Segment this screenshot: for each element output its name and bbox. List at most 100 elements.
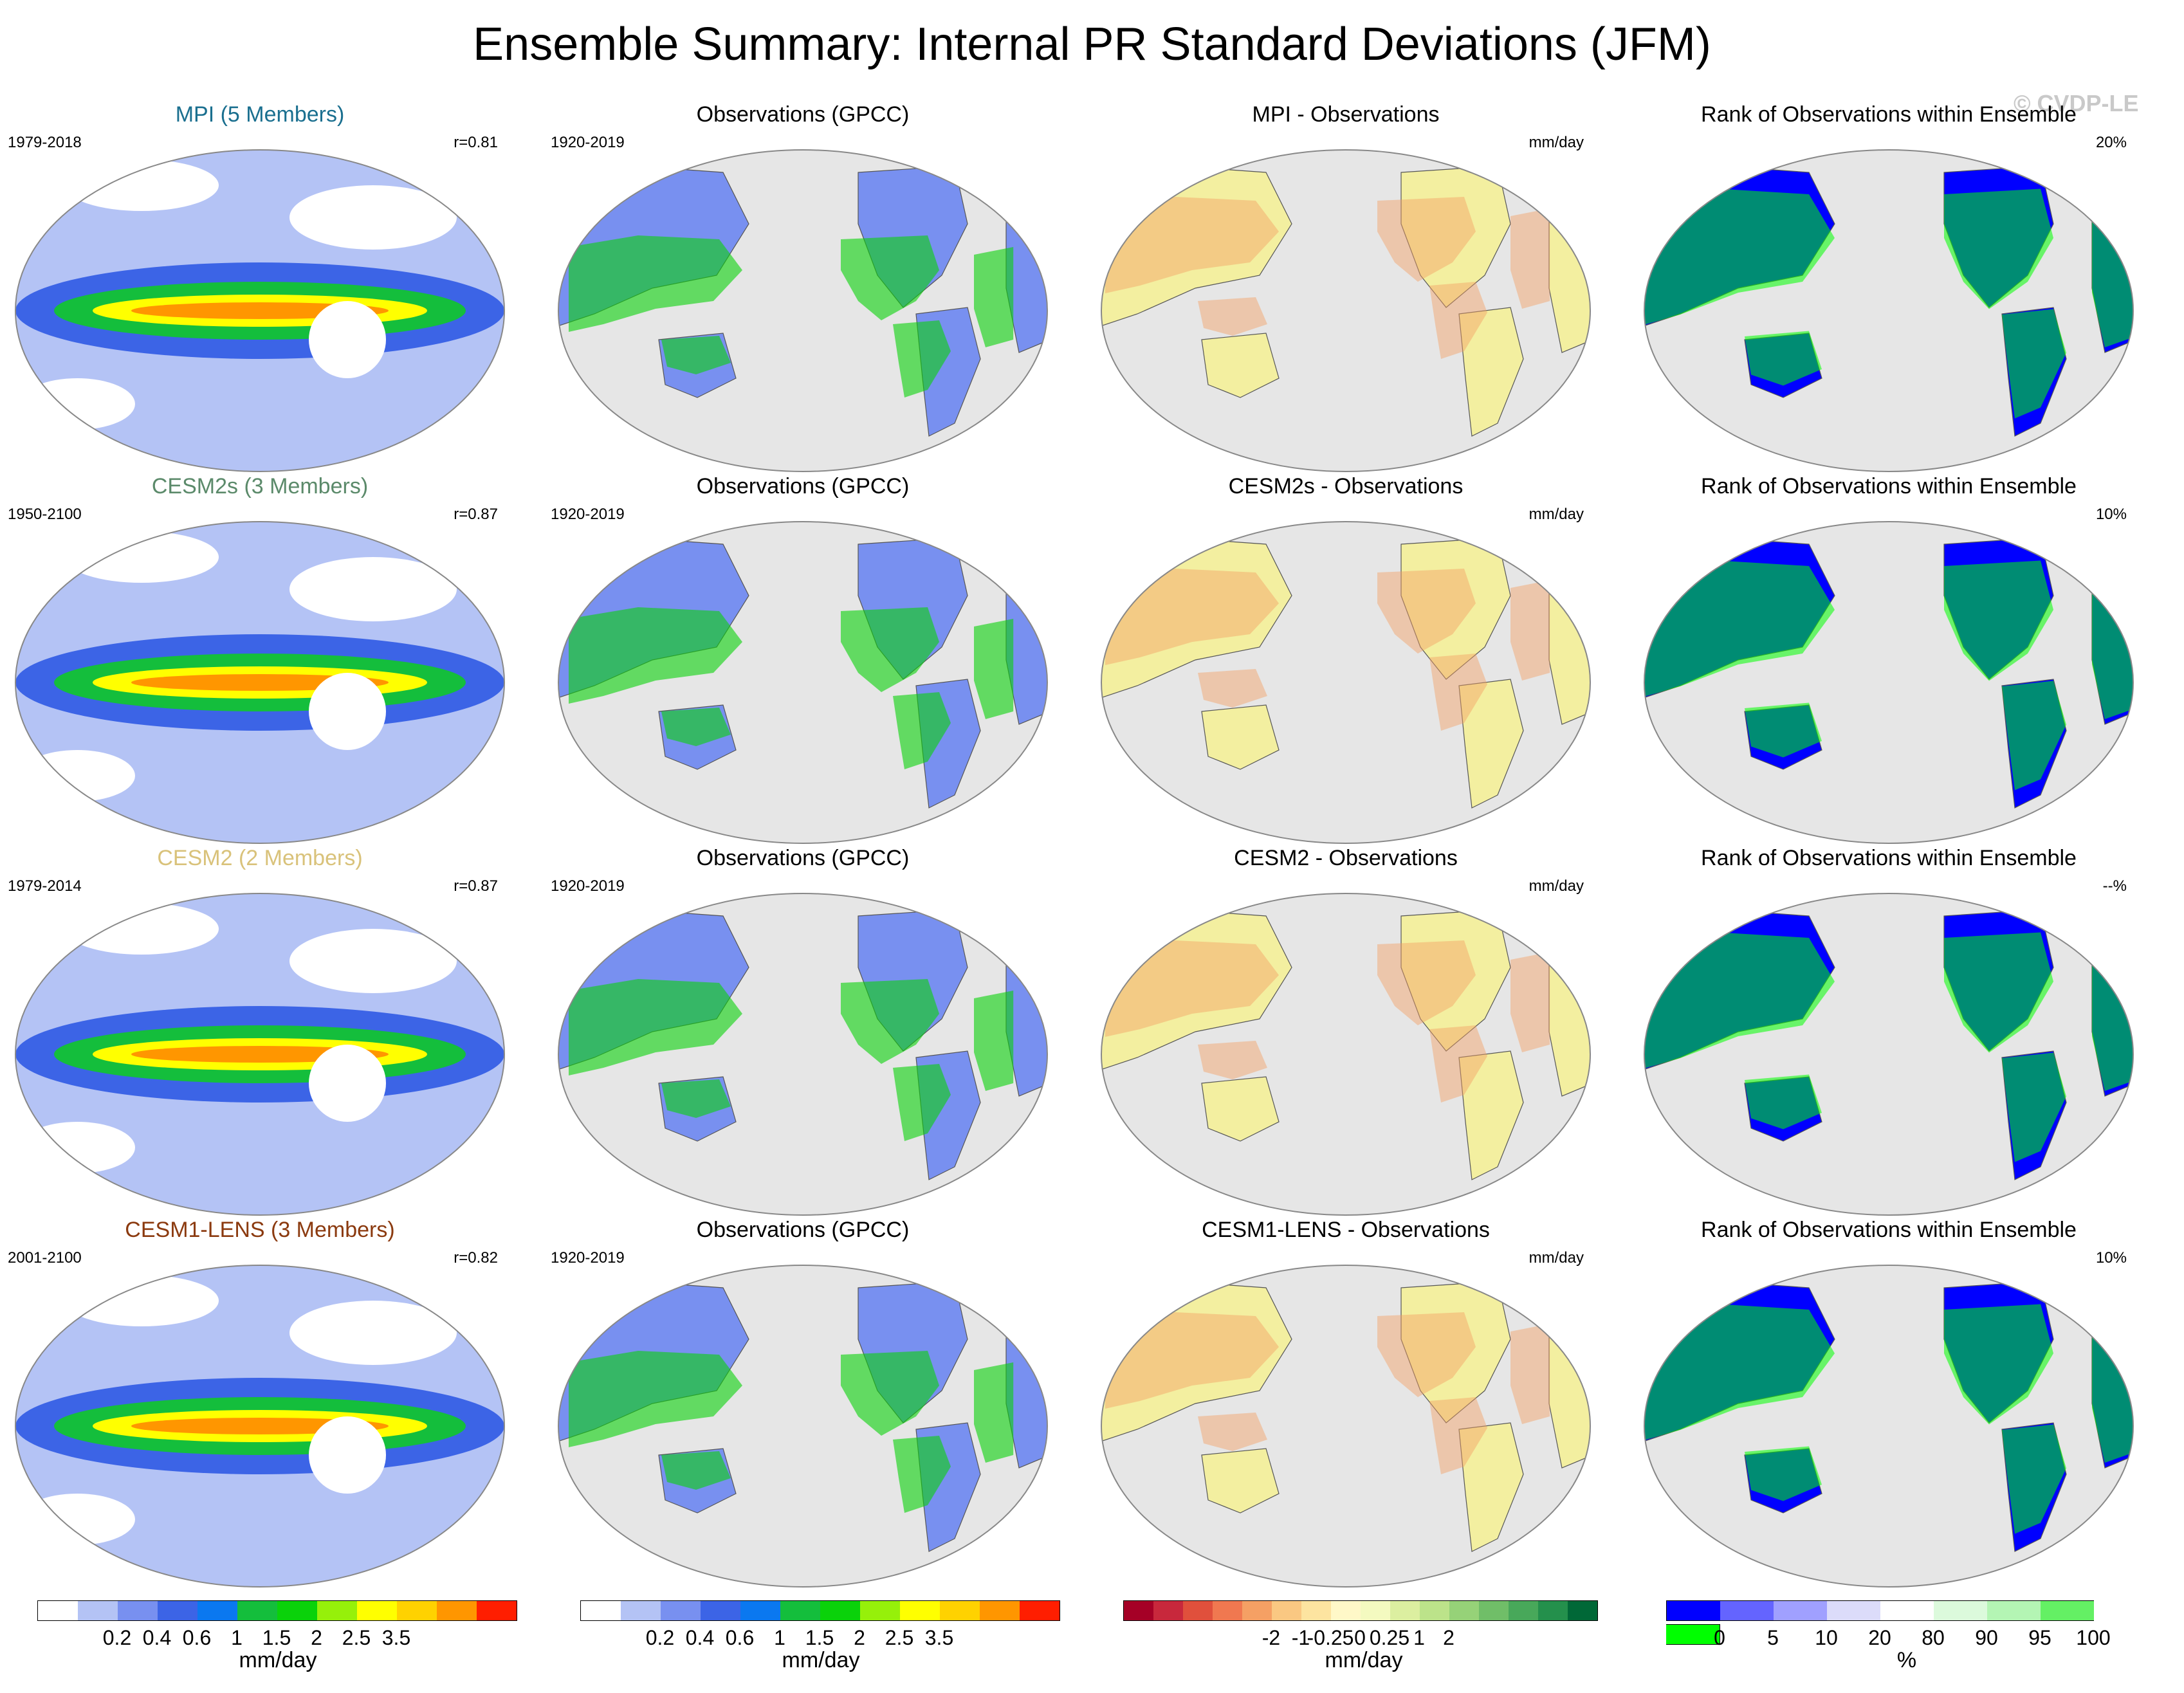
colorbar-swatch	[1123, 1600, 1153, 1621]
colorbar-swatch	[158, 1600, 197, 1621]
colorbar-tick-label: -2	[1262, 1626, 1281, 1649]
colorbar-swatch	[740, 1600, 780, 1621]
colorbar-tick-label: 90	[1975, 1626, 1998, 1649]
colorbar-tick-label: 0	[1714, 1626, 1725, 1649]
panel-obs-row3: Observations (GPCC) 1920-2019	[546, 840, 1060, 1216]
colorbar-swatch	[980, 1600, 1020, 1621]
colorbar-tick-label: 10	[1815, 1626, 1838, 1649]
pattern-correlation: r=0.82	[454, 1249, 498, 1267]
colorbar-rank	[1666, 1600, 2147, 1645]
rank-percent: 20%	[2095, 134, 2127, 151]
diff-panel-title: MPI - Observations	[1252, 102, 1440, 127]
panel-diff-row3: CESM2 - Observations mm/day	[1088, 840, 1603, 1216]
rank-panel-title: Rank of Observations within Ensemble	[1701, 474, 2077, 499]
colorbar-tick-label: -1	[1291, 1626, 1310, 1649]
diff-map	[1101, 1265, 1591, 1588]
year-range: 1979-2014	[8, 877, 82, 895]
colorbar-swatch	[1509, 1600, 1538, 1621]
diff-panel-title: CESM1-LENS - Observations	[1202, 1218, 1490, 1242]
colorbar-tick-label: 95	[2028, 1626, 2051, 1649]
diff-panel-title: CESM2 - Observations	[1234, 846, 1458, 870]
colorbar-tick-label: 1	[1413, 1626, 1425, 1649]
colorbar-swatch	[2041, 1600, 2094, 1621]
colorbar-swatch	[277, 1600, 317, 1621]
rank-map	[1644, 521, 2134, 844]
rank-map	[1644, 1265, 2134, 1588]
colorbar-tick-label: 5	[1767, 1626, 1779, 1649]
colorbar-swatch	[1774, 1600, 1827, 1621]
colorbar-swatch	[118, 1600, 158, 1621]
colorbar-difference	[1123, 1600, 1604, 1621]
colorbar-tick-label: 3.5	[381, 1626, 411, 1649]
colorbar-swatch	[661, 1600, 701, 1621]
panel-rank-row1: Rank of Observations within Ensemble 20%	[1631, 96, 2146, 472]
units-label: mm/day	[1528, 877, 1584, 895]
obs-panel-title: Observations (GPCC)	[696, 1218, 910, 1242]
colorbar-tick-label: -0.25	[1307, 1626, 1354, 1649]
colorbar-swatch	[701, 1600, 740, 1621]
units-label: mm/day	[1528, 1249, 1584, 1267]
panel-model-row2: CESM2s (3 Members) 1950-2100 r=0.87	[3, 468, 517, 844]
model-panel-title: MPI (5 Members)	[175, 102, 345, 127]
obs-panel-title: Observations (GPCC)	[696, 474, 910, 499]
colorbar-swatch	[1242, 1600, 1272, 1621]
model-map	[15, 149, 505, 472]
colorbar-tick-label: 2	[311, 1626, 322, 1649]
rank-map	[1644, 149, 2134, 472]
colorbar-swatch	[1538, 1600, 1568, 1621]
year-range: 1920-2019	[551, 134, 625, 151]
figure-title: Ensemble Summary: Internal PR Standard D…	[473, 19, 1711, 70]
model-panel-title: CESM1-LENS (3 Members)	[125, 1218, 395, 1242]
colorbar-tick-label: 2.5	[342, 1626, 371, 1649]
colorbar-tick-label: 0.2	[102, 1626, 132, 1649]
panel-obs-row4: Observations (GPCC) 1920-2019	[546, 1212, 1060, 1588]
panel-diff-row2: CESM2s - Observations mm/day	[1088, 468, 1603, 844]
colorbar-tick-label: 0.4	[142, 1626, 172, 1649]
units-label: mm/day	[1528, 134, 1584, 151]
panel-model-row1: MPI (5 Members) 1979-2018 r=0.81	[3, 96, 517, 472]
obs-map	[558, 521, 1048, 844]
colorbar-tick-label: 0.2	[645, 1626, 675, 1649]
colorbar-swatch	[1827, 1600, 1880, 1621]
colorbar-swatch	[580, 1600, 621, 1621]
model-map	[15, 893, 505, 1216]
colorbar-swatch	[1331, 1600, 1361, 1621]
year-range: 1950-2100	[8, 506, 82, 523]
colorbar-swatch	[1361, 1600, 1390, 1621]
colorbar-swatch	[357, 1600, 397, 1621]
year-range: 1979-2018	[8, 134, 82, 151]
diff-map	[1101, 149, 1591, 472]
units-label: mm/day	[1528, 506, 1584, 523]
panel-model-row3: CESM2 (2 Members) 1979-2014 r=0.87	[3, 840, 517, 1216]
colorbar-tick-label: 1	[231, 1626, 243, 1649]
colorbar-swatch	[1987, 1600, 2041, 1621]
colorbar-tick-label: 1.5	[262, 1626, 291, 1649]
colorbar-tick-label: 80	[1922, 1626, 1945, 1649]
diff-map	[1101, 893, 1591, 1216]
colorbar-swatch	[477, 1600, 517, 1621]
panel-obs-row1: Observations (GPCC) 1920-2019	[546, 96, 1060, 472]
obs-panel-title: Observations (GPCC)	[696, 846, 910, 870]
obs-map	[558, 1265, 1048, 1588]
obs-map	[558, 893, 1048, 1216]
colorbar-tick-label: 2	[1443, 1626, 1454, 1649]
colorbar-tick-label: 0.4	[685, 1626, 715, 1649]
obs-map	[558, 149, 1048, 472]
colorbar-swatch	[940, 1600, 980, 1621]
panel-model-row4: CESM1-LENS (3 Members) 2001-2100 r=0.82	[3, 1212, 517, 1588]
colorbar-swatch	[820, 1600, 860, 1621]
rank-percent: 10%	[2095, 506, 2127, 523]
colorbar-swatch	[621, 1600, 661, 1621]
colorbar-swatch	[1666, 1624, 1720, 1645]
colorbar-swatch	[1390, 1600, 1420, 1621]
model-map	[15, 521, 505, 844]
pattern-correlation: r=0.81	[454, 134, 498, 151]
rank-panel-title: Rank of Observations within Ensemble	[1701, 1218, 2077, 1242]
watermark: © CVDP-LE	[2014, 90, 2139, 116]
rank-panel-title: Rank of Observations within Ensemble	[1701, 846, 2077, 870]
colorbar-tick-label: 1	[774, 1626, 785, 1649]
rank-map	[1644, 893, 2134, 1216]
colorbar-swatch	[1420, 1600, 1449, 1621]
panel-diff-row1: MPI - Observations mm/day	[1088, 96, 1603, 472]
colorbar-swatch	[437, 1600, 477, 1621]
